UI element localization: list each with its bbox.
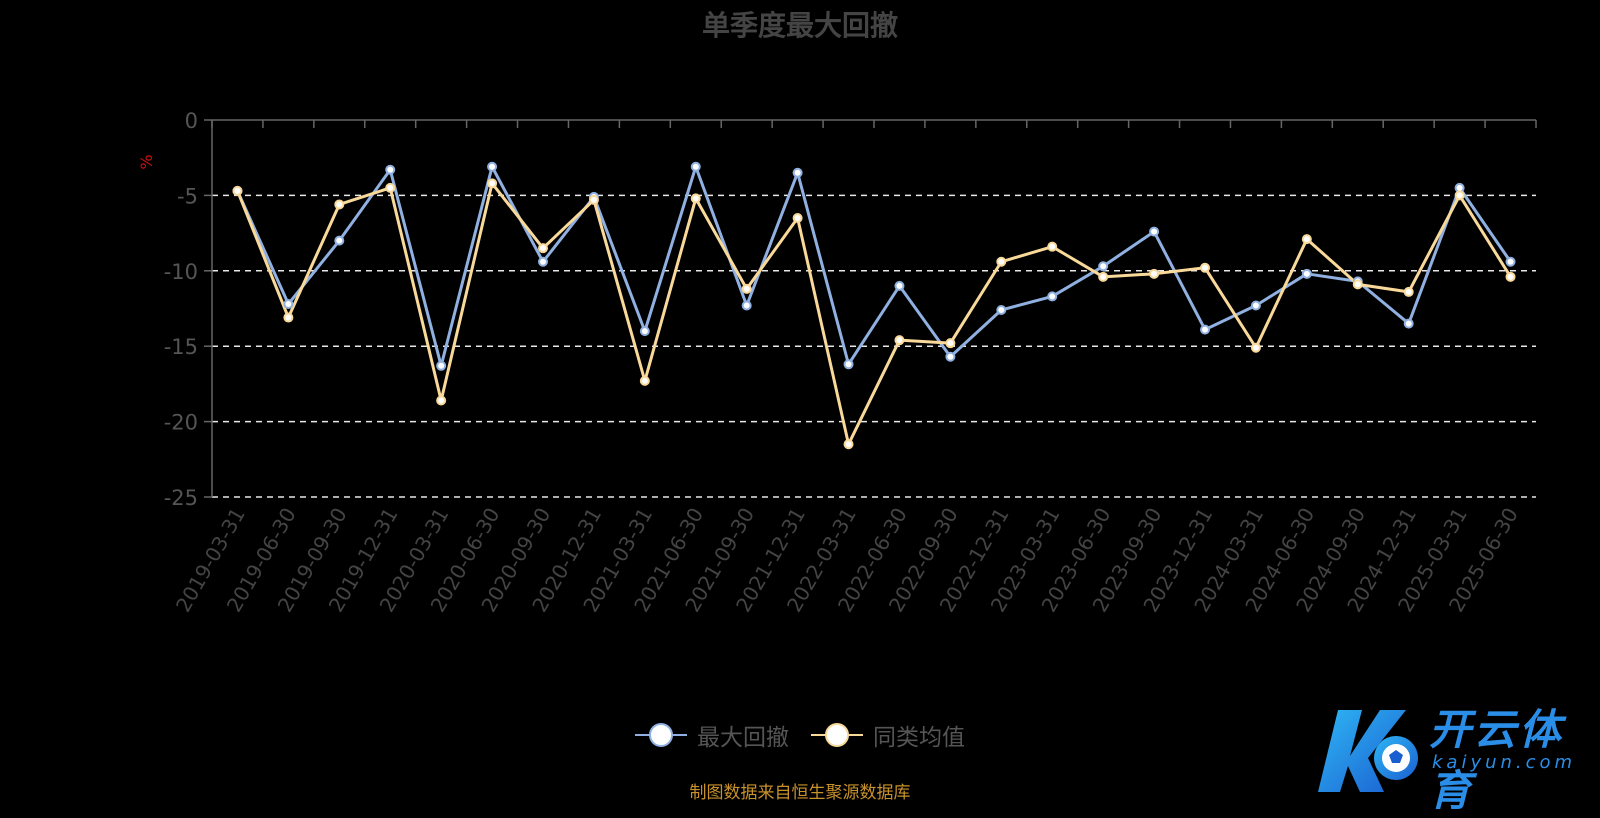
data-point	[894, 280, 905, 291]
y-tick-label: -10	[164, 260, 198, 284]
legend-item[interactable]: 最大回撤	[635, 718, 789, 752]
data-point	[639, 326, 650, 337]
y-tick-label: -5	[177, 184, 198, 208]
data-point	[436, 395, 447, 406]
data-point	[843, 439, 854, 450]
legend: 最大回撤 同类均值	[0, 718, 1600, 752]
data-point	[690, 193, 701, 204]
data-point	[1149, 268, 1160, 279]
data-point	[334, 199, 345, 210]
data-point	[1098, 271, 1109, 282]
y-tick-label: -20	[164, 411, 198, 435]
data-point	[232, 185, 243, 196]
source-note: 制图数据来自恒生聚源数据库	[689, 783, 911, 803]
data-point	[945, 351, 956, 362]
data-point	[1505, 256, 1516, 267]
data-point	[996, 305, 1007, 316]
data-point	[1352, 279, 1363, 290]
data-point	[1301, 268, 1312, 279]
data-point	[1403, 318, 1414, 329]
data-point	[1047, 291, 1058, 302]
data-point	[1098, 261, 1109, 272]
legend-marker-icon	[811, 723, 863, 747]
data-point	[1200, 262, 1210, 273]
data-point	[588, 194, 599, 205]
legend-item[interactable]: 同类均值	[811, 718, 965, 752]
data-point	[690, 161, 701, 172]
y-axis-label: %	[137, 154, 156, 169]
data-point	[1454, 190, 1465, 201]
legend-label: 同类均值	[873, 725, 965, 751]
data-point	[996, 256, 1007, 267]
data-point	[741, 300, 752, 311]
data-point	[436, 360, 447, 371]
data-point	[385, 164, 396, 175]
line-chart: 0-5-10-15-20-252019-03-312019-06-302019-…	[137, 109, 1537, 616]
data-point	[487, 161, 498, 172]
data-point	[385, 182, 396, 193]
data-point	[1505, 271, 1516, 282]
data-point	[334, 235, 345, 246]
data-point	[1301, 234, 1312, 245]
series-line	[236, 165, 1512, 368]
logo-icon	[1318, 710, 1418, 792]
y-tick-label: -15	[164, 335, 198, 359]
data-point	[1250, 342, 1261, 353]
data-point	[538, 256, 548, 267]
data-point	[1403, 286, 1414, 297]
data-point	[538, 243, 548, 254]
grid-lines	[212, 194, 1536, 498]
data-point	[1047, 241, 1058, 252]
data-point	[639, 375, 650, 386]
y-tick-label: -25	[164, 486, 198, 510]
data-point	[1149, 226, 1160, 237]
watermark-subtext: kaiyun.com	[1432, 752, 1577, 773]
data-point	[792, 167, 803, 178]
series-line	[236, 181, 1512, 446]
data-point	[283, 312, 294, 323]
watermark-logo: 开云体育 kaiyun.com	[1310, 696, 1600, 815]
y-tick-label: 0	[185, 109, 198, 133]
data-point	[945, 338, 956, 349]
legend-marker-icon	[635, 723, 687, 747]
data-point	[487, 178, 498, 189]
data-point	[792, 213, 803, 224]
series-lines	[232, 161, 1516, 450]
legend-label: 最大回撤	[697, 725, 789, 751]
data-point	[894, 335, 905, 346]
chart-title: 单季度最大回撤	[701, 9, 898, 42]
data-point	[741, 283, 752, 294]
data-point	[843, 359, 854, 370]
data-point	[1250, 300, 1261, 311]
data-point	[283, 298, 294, 309]
data-point	[1200, 324, 1210, 335]
